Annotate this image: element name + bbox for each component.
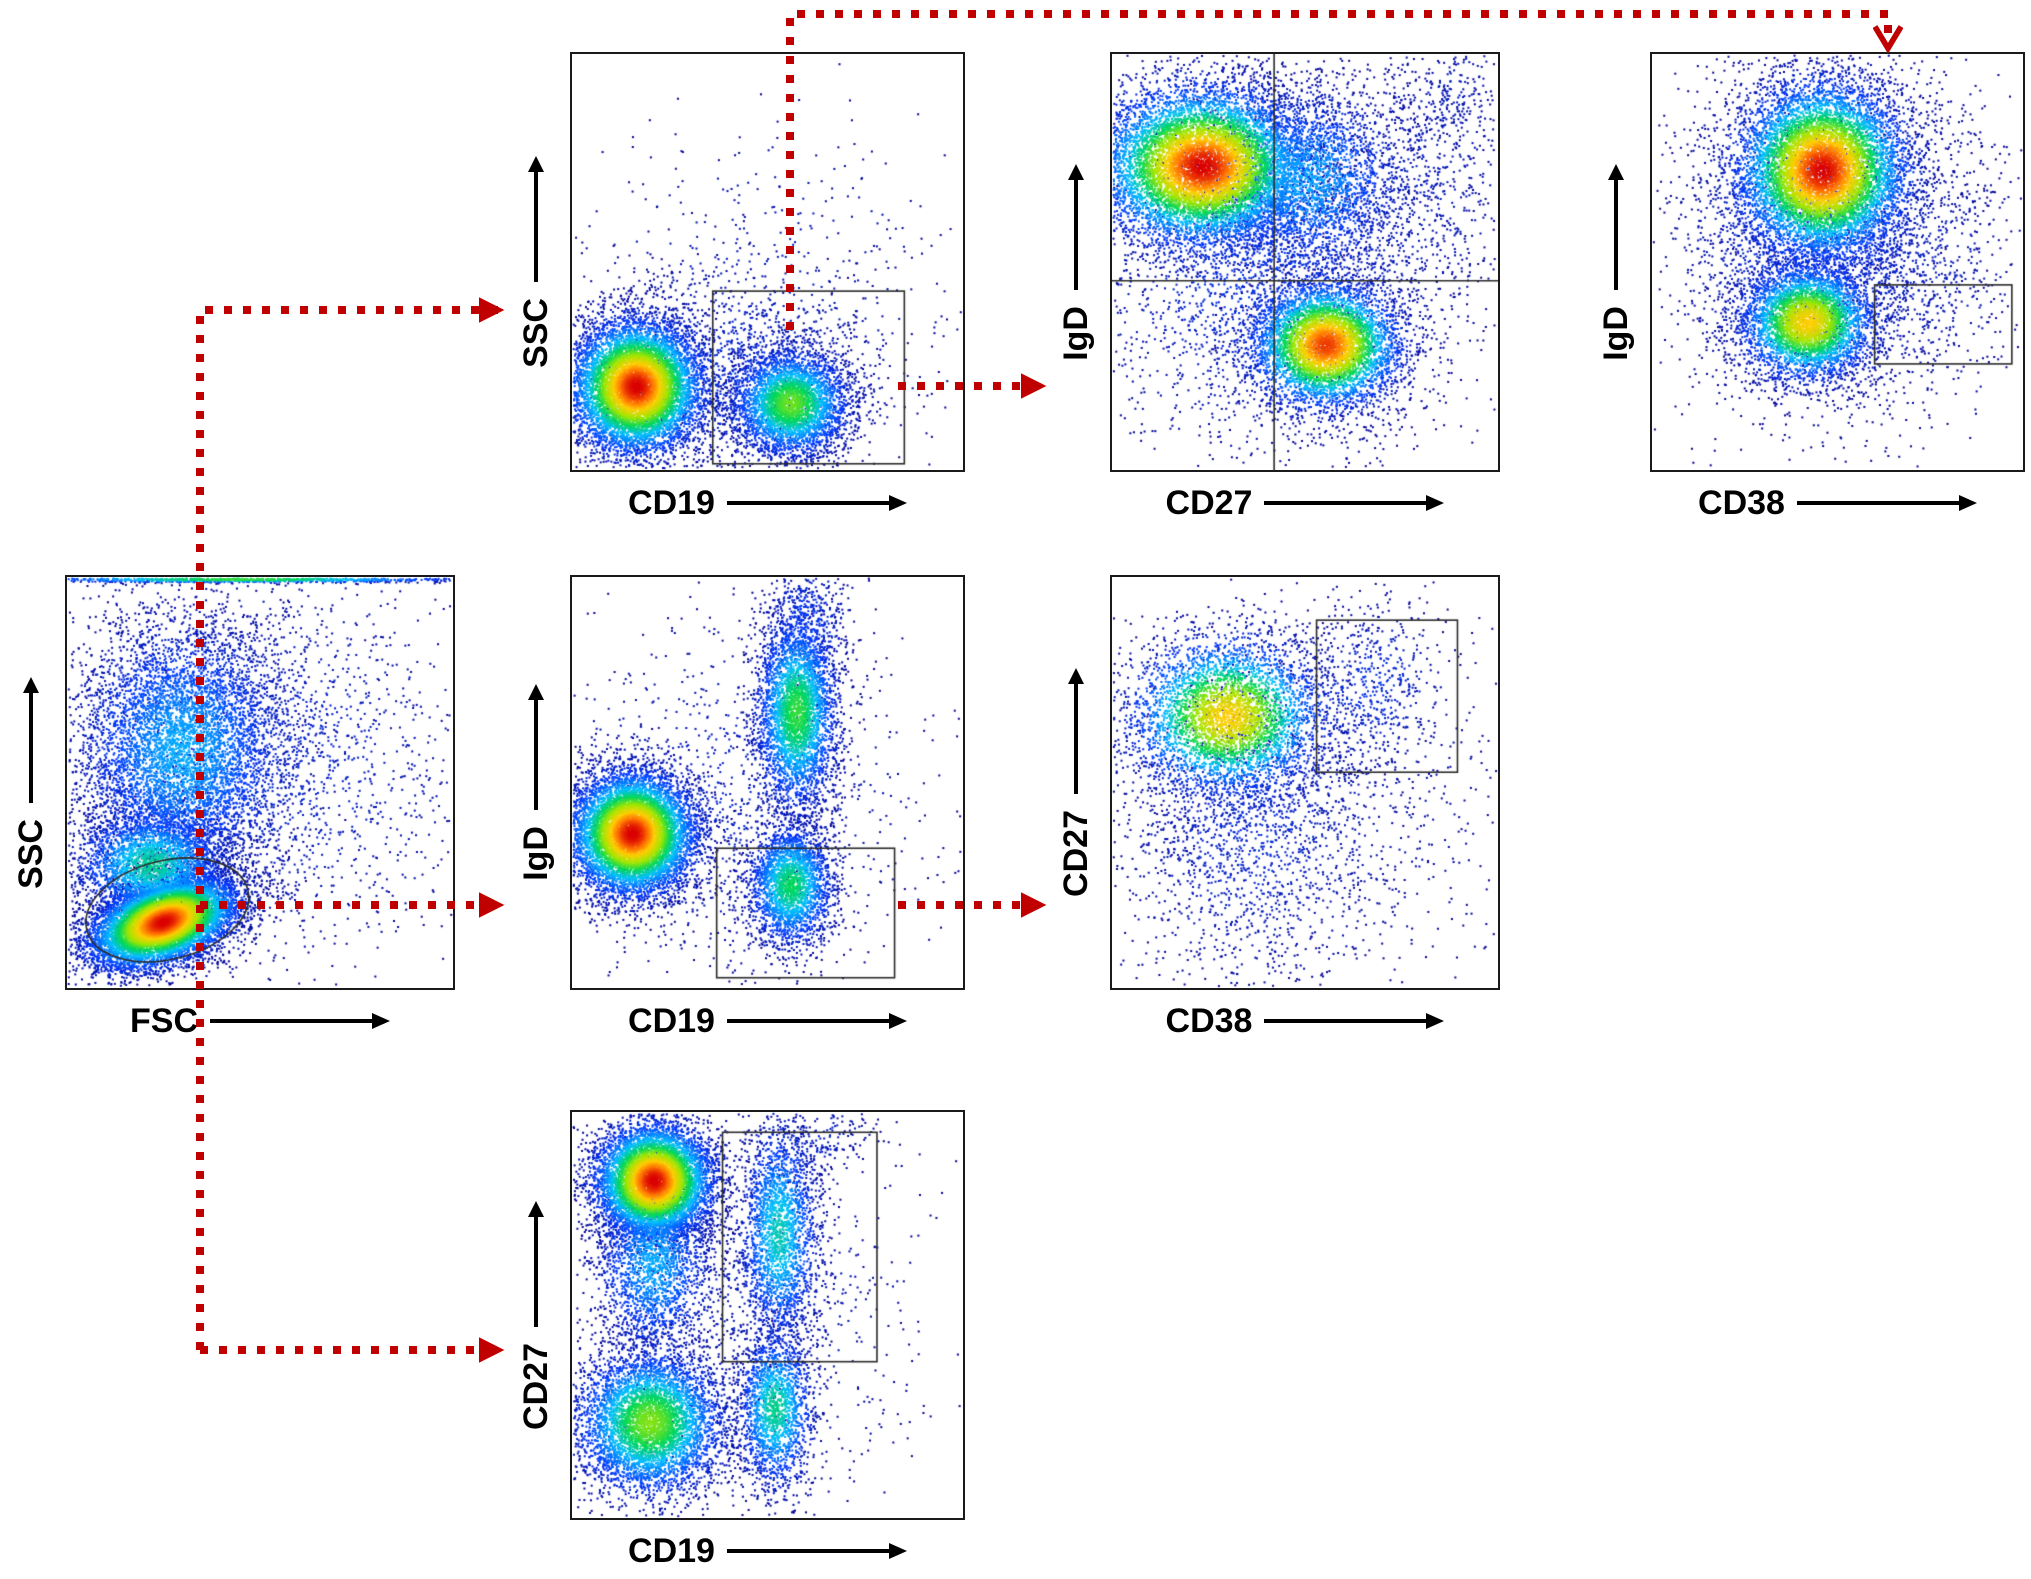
y-axis-cd19-ssc: SSC [508,52,564,472]
plot-cd27-igd: IgD CD27 [1057,52,1500,520]
x-axis-label: CD19 [628,484,715,522]
right-arrow-icon [726,1543,907,1559]
x-axis-cd19-igd: CD19 [570,990,965,1052]
plot-area [570,52,965,472]
plot-cd38-igd: IgD CD38 [1597,52,2025,520]
x-axis-label: CD19 [628,1002,715,1040]
plot-cd38-cd27: CD27 CD38 [1057,575,1500,1038]
plot-area [1650,52,2025,472]
y-axis-label: IgD [1597,305,1635,361]
right-arrow-icon [726,1013,907,1029]
y-axis-label: SSC [12,818,50,889]
density-plot-canvas [572,54,963,470]
plot-cd19-igd: IgD CD19 [517,575,965,1038]
x-axis-cd38-cd27: CD38 [1110,990,1500,1052]
y-axis-cd27-igd: IgD [1048,52,1104,472]
y-axis-label: IgD [1057,305,1095,361]
density-plot-canvas [1112,577,1498,988]
x-axis-label: CD27 [1165,484,1253,522]
right-arrow-icon [1264,495,1445,511]
plot-fsc-ssc: SSC FSC [12,575,455,1038]
plot-area [570,1110,965,1520]
x-axis-fsc-ssc: FSC [65,990,455,1052]
density-plot-canvas [67,577,453,988]
y-axis-cd38-cd27: CD27 [1048,575,1104,990]
plot-area [1110,575,1500,990]
right-arrow-icon [1796,495,1977,511]
y-axis-fsc-ssc: SSC [3,575,59,990]
density-plot-canvas [572,577,963,988]
up-arrow-icon [1068,163,1084,290]
x-axis-cd19-cd27: CD19 [570,1520,965,1579]
y-axis-label: SSC [517,298,555,368]
right-arrow-icon [210,1013,390,1029]
y-axis-label: CD27 [1057,810,1095,897]
y-axis-cd19-igd: IgD [508,575,564,990]
up-arrow-icon [1608,163,1624,290]
y-axis-label: CD27 [517,1342,555,1430]
density-plot-canvas [572,1112,963,1518]
x-axis-label: CD19 [628,1532,715,1570]
plot-area [65,575,455,990]
x-axis-cd38-igd: CD38 [1650,472,2025,534]
y-axis-label: IgD [517,826,555,881]
up-arrow-icon [23,676,39,803]
y-axis-cd19-cd27: CD27 [508,1110,564,1520]
plot-area [1110,52,1500,472]
up-arrow-icon [1068,668,1084,795]
plot-cd19-ssc: SSC CD19 [517,52,965,520]
x-axis-cd27-igd: CD27 [1110,472,1500,534]
up-arrow-icon [528,1200,544,1327]
density-plot-canvas [1112,54,1498,470]
density-plot-canvas [1652,54,2023,470]
y-axis-cd38-igd: IgD [1588,52,1644,472]
right-arrow-icon [726,495,907,511]
plot-cd19-cd27: CD27 CD19 [517,1110,965,1568]
x-axis-label: CD38 [1165,1002,1253,1040]
plot-area [570,575,965,990]
x-axis-label: CD38 [1698,484,1785,522]
right-arrow-icon [1264,1013,1445,1029]
x-axis-cd19-ssc: CD19 [570,472,965,534]
up-arrow-icon [528,684,544,811]
x-axis-label: FSC [130,1002,198,1040]
up-arrow-icon [528,156,544,283]
